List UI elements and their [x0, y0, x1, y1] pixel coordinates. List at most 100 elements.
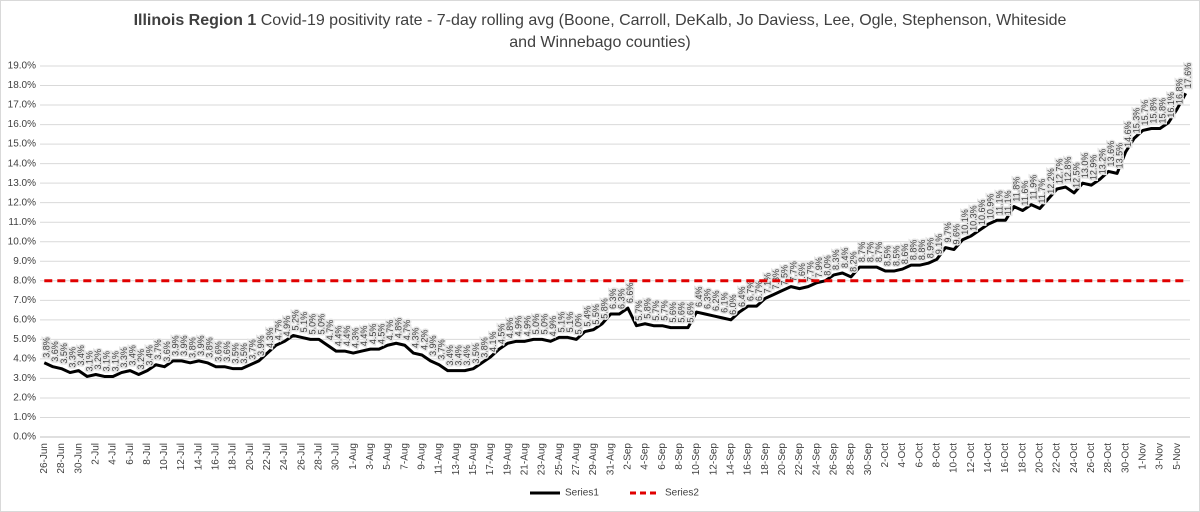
y-tick-label: 7.0% [13, 295, 36, 306]
x-tick-label: 9-Aug [417, 443, 428, 470]
data-label: 13.5% [1114, 143, 1124, 169]
data-label: 5.2% [291, 310, 301, 331]
data-label: 3.8% [479, 337, 489, 358]
data-label: 3.1% [102, 351, 112, 372]
data-label: 8.2% [848, 251, 858, 272]
x-tick-label: 1-Aug [348, 443, 359, 470]
data-label: 15.3% [1132, 108, 1142, 134]
y-tick-label: 15.0% [8, 139, 36, 150]
x-tick-label: 22-Sep [794, 443, 805, 476]
x-tick-label: 14-Jul [193, 443, 204, 470]
x-tick-label: 10-Jul [159, 443, 170, 470]
data-label: 4.7% [273, 320, 283, 341]
data-label: 4.1% [488, 331, 498, 352]
data-label: 3.2% [93, 349, 103, 370]
x-tick-label: 20-Oct [1034, 443, 1045, 473]
x-tick-label: 6-Oct [914, 443, 925, 468]
x-tick-label: 25-Aug [554, 443, 565, 475]
x-tick-label: 24-Sep [811, 443, 822, 476]
data-label: 12.2% [1046, 168, 1056, 194]
x-tick-label: 13-Aug [451, 443, 462, 475]
data-label: 3.9% [196, 335, 206, 356]
x-tick-label: 5-Nov [1172, 443, 1183, 470]
data-label: 4.5% [376, 324, 386, 345]
data-label: 3.9% [256, 335, 266, 356]
data-label: 7.6% [797, 263, 807, 284]
data-label: 4.8% [505, 318, 515, 339]
data-label: 4.3% [351, 328, 361, 349]
data-label: 6.7% [754, 281, 764, 302]
data-label: 7.7% [788, 261, 798, 282]
data-label: 7.9% [814, 257, 824, 278]
data-label: 11.1% [1003, 190, 1013, 215]
x-tick-label: 27-Aug [571, 443, 582, 475]
data-label: 13.6% [1106, 141, 1116, 167]
x-tick-label: 28-Oct [1103, 443, 1114, 473]
data-label: 5.8% [600, 298, 610, 319]
x-tick-label: 1-Nov [1137, 443, 1148, 470]
data-label: 14.6% [1123, 121, 1133, 147]
data-label: 17.6% [1183, 63, 1193, 89]
data-label: 5.0% [574, 314, 584, 335]
data-label: 5.0% [316, 314, 326, 335]
data-label: 3.6% [222, 341, 232, 362]
data-label: 8.5% [891, 246, 901, 267]
data-label: 4.9% [522, 316, 532, 337]
data-label: 13.0% [1080, 153, 1090, 179]
y-tick-label: 19.0% [8, 61, 36, 72]
x-tick-label: 6-Jul [125, 443, 136, 465]
data-label: 4.4% [342, 326, 352, 347]
x-tick-label: 12-Jul [176, 443, 187, 470]
data-label: 6.1% [720, 292, 730, 313]
data-label: 11.8% [1011, 177, 1021, 202]
data-label: 10.3% [969, 205, 979, 231]
data-label: 3.2% [136, 349, 146, 370]
data-label: 8.7% [866, 242, 876, 263]
data-label: 3.9% [428, 335, 438, 356]
x-tick-label: 23-Aug [537, 443, 548, 475]
x-tick-label: 31-Aug [605, 443, 616, 475]
data-label: 10.6% [977, 199, 987, 225]
data-label: 4.7% [402, 320, 412, 341]
data-label: 11.1% [994, 190, 1004, 215]
x-tick-label: 30-Oct [1120, 443, 1131, 473]
data-label: 5.6% [677, 302, 687, 323]
data-label: 3.6% [162, 341, 172, 362]
data-label: 5.0% [308, 314, 318, 335]
data-label: 13.2% [1097, 149, 1107, 175]
x-tick-label: 26-Oct [1086, 443, 1097, 473]
y-tick-label: 6.0% [13, 314, 36, 325]
data-label: 8.3% [831, 249, 841, 270]
data-label: 3.8% [188, 337, 198, 358]
x-tick-label: 22-Jul [262, 443, 273, 470]
data-label: 3.7% [436, 339, 446, 360]
data-label: 10.1% [960, 209, 970, 235]
x-tick-label: 19-Aug [502, 443, 513, 475]
x-tick-label: 18-Sep [760, 443, 771, 476]
data-label: 7.7% [805, 261, 815, 282]
x-tick-label: 30-Jun [73, 443, 84, 474]
x-tick-label: 6-Sep [657, 443, 668, 470]
data-label: 4.9% [548, 316, 558, 337]
data-label: 6.2% [711, 290, 721, 311]
x-tick-label: 26-Jul [296, 443, 307, 470]
x-tick-label: 15-Aug [468, 443, 479, 475]
x-tick-label: 20-Jul [245, 443, 256, 470]
y-tick-label: 1.0% [13, 412, 36, 423]
data-label: 3.6% [213, 341, 223, 362]
data-label: 4.4% [359, 326, 369, 347]
x-tick-label: 3-Aug [365, 443, 376, 470]
data-label: 8.8% [917, 240, 927, 261]
x-tick-label: 4-Sep [640, 443, 651, 470]
y-tick-label: 16.0% [8, 119, 36, 130]
data-label: 4.5% [368, 324, 378, 345]
data-label: 4.3% [411, 328, 421, 349]
data-label: 3.4% [462, 345, 472, 366]
x-tick-label: 24-Oct [1069, 443, 1080, 473]
data-label: 4.8% [394, 318, 404, 339]
data-label: 8.9% [926, 238, 936, 259]
data-label: 12.7% [1054, 158, 1064, 184]
data-label: 3.5% [230, 343, 240, 364]
